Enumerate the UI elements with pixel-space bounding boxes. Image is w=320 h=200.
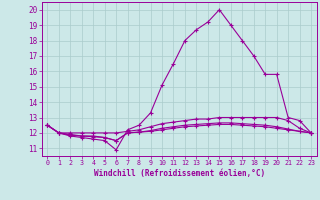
X-axis label: Windchill (Refroidissement éolien,°C): Windchill (Refroidissement éolien,°C) — [94, 169, 265, 178]
